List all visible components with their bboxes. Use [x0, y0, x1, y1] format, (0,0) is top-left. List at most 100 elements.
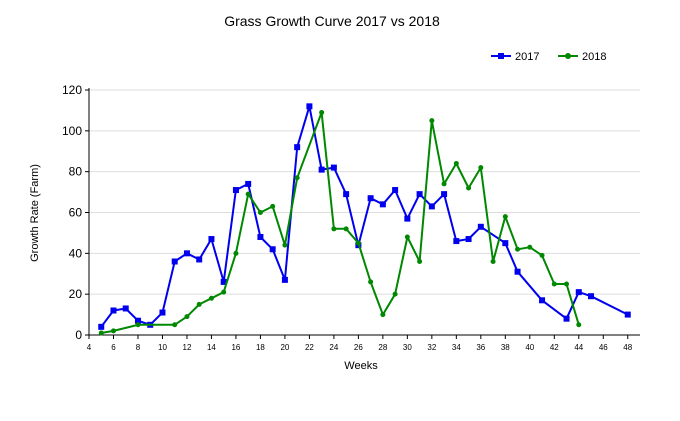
x-tick-label: 32: [427, 343, 436, 352]
data-point-2017: [220, 278, 227, 285]
data-point-2018: [233, 250, 239, 256]
series-layer: [98, 103, 631, 336]
data-point-2018: [564, 281, 570, 287]
y-tick-label: 20: [69, 287, 83, 301]
data-point-2018: [392, 291, 398, 297]
data-point-2017: [392, 187, 399, 194]
data-point-2018: [515, 246, 521, 252]
x-tick-label: 42: [550, 343, 559, 352]
data-point-2018: [441, 181, 447, 187]
gridlines: [89, 89, 640, 295]
data-point-2017: [257, 234, 264, 240]
x-tick-label: 34: [452, 343, 461, 352]
chart-title: Grass Growth Curve 2017 vs 2018: [224, 13, 440, 29]
data-point-2017: [514, 268, 521, 275]
legend: 2017 2018: [491, 51, 606, 63]
x-tick-label: 4: [87, 343, 92, 352]
data-point-2017: [563, 315, 570, 322]
data-point-2017: [428, 203, 435, 210]
data-point-2018: [135, 322, 141, 328]
data-point-2017: [318, 166, 325, 173]
x-tick-label: 40: [525, 343, 534, 352]
x-tick-label: 10: [158, 343, 167, 352]
data-point-2017: [159, 309, 166, 316]
x-tick-label: 18: [256, 343, 265, 352]
data-point-2017: [502, 240, 509, 247]
data-point-2018: [319, 109, 325, 115]
x-tick-label: 36: [476, 343, 485, 352]
x-tick-label: 14: [207, 343, 216, 352]
data-point-2017: [367, 195, 374, 202]
series-2018: [98, 109, 582, 336]
data-point-2018: [527, 244, 533, 250]
data-point-2018: [417, 259, 423, 264]
x-tick-label: 16: [231, 343, 240, 352]
data-point-2018: [466, 185, 472, 191]
data-point-2017: [306, 103, 313, 110]
data-point-2018: [453, 161, 459, 166]
data-point-2017: [453, 238, 460, 245]
y-tick-label: 80: [69, 165, 83, 179]
data-point-2018: [331, 226, 337, 232]
x-tick-label: 28: [378, 343, 387, 352]
y-tick-label: 120: [62, 83, 82, 97]
data-point-2018: [196, 301, 202, 307]
data-point-2017: [98, 323, 105, 330]
data-point-2017: [171, 258, 178, 265]
data-point-2018: [404, 234, 410, 240]
data-point-2017: [575, 289, 582, 296]
x-axis-label: Weeks: [344, 360, 378, 372]
data-point-2017: [404, 215, 411, 222]
data-point-2017: [208, 236, 215, 243]
data-point-2018: [502, 214, 508, 220]
y-tick-label: 100: [62, 124, 82, 138]
data-point-2018: [490, 259, 496, 264]
data-point-2018: [380, 312, 386, 318]
data-point-2018: [110, 328, 116, 334]
data-point-2017: [330, 164, 337, 171]
data-point-2018: [282, 242, 288, 248]
series-line-2018: [101, 111, 580, 334]
data-point-2017: [281, 276, 288, 283]
data-point-2018: [429, 118, 435, 124]
data-point-2017: [245, 180, 252, 187]
legend-swatch-marker: [498, 53, 504, 59]
data-point-2018: [270, 203, 276, 209]
data-point-2017: [416, 191, 423, 198]
data-point-2017: [196, 256, 203, 263]
data-point-2018: [539, 252, 545, 258]
legend-item-2018: 2018: [558, 51, 606, 63]
data-point-2018: [98, 330, 104, 336]
legend-label: 2017: [515, 51, 539, 63]
data-point-2018: [551, 281, 557, 287]
data-point-2017: [624, 311, 631, 318]
data-point-2018: [184, 314, 190, 320]
data-point-2017: [588, 293, 595, 300]
data-point-2017: [477, 223, 484, 230]
data-point-2017: [343, 191, 350, 198]
data-point-2018: [257, 210, 263, 215]
x-tick-label: 8: [136, 343, 141, 352]
data-point-2017: [122, 305, 129, 312]
data-point-2017: [110, 307, 117, 314]
data-point-2017: [441, 191, 448, 198]
data-point-2018: [478, 165, 484, 171]
data-point-2018: [355, 240, 361, 246]
x-tick-label: 6: [111, 343, 116, 352]
x-tick-label: 22: [305, 343, 314, 352]
data-point-2017: [294, 144, 301, 151]
data-point-2018: [576, 322, 582, 328]
x-tick-label: 24: [329, 343, 338, 352]
data-point-2018: [294, 175, 300, 181]
data-point-2017: [232, 187, 239, 194]
data-point-2018: [172, 322, 178, 328]
data-point-2017: [183, 250, 190, 257]
legend-label: 2018: [582, 51, 606, 63]
x-tick-label: 26: [354, 343, 363, 352]
legend-item-2017: 2017: [491, 51, 539, 63]
data-point-2018: [245, 191, 251, 197]
x-tick-label: 38: [501, 343, 510, 352]
